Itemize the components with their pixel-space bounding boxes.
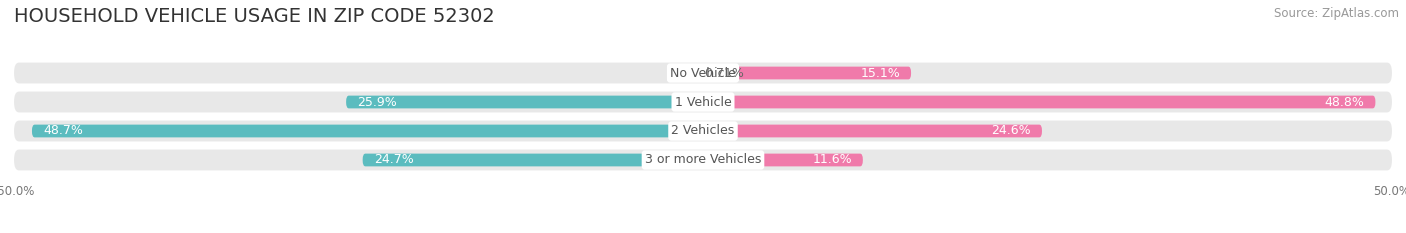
- Text: 11.6%: 11.6%: [813, 154, 852, 167]
- FancyBboxPatch shape: [14, 120, 1392, 141]
- Text: Source: ZipAtlas.com: Source: ZipAtlas.com: [1274, 7, 1399, 20]
- FancyBboxPatch shape: [703, 125, 1042, 137]
- Text: 24.7%: 24.7%: [374, 154, 413, 167]
- Text: 15.1%: 15.1%: [860, 66, 900, 79]
- FancyBboxPatch shape: [14, 150, 1392, 170]
- FancyBboxPatch shape: [32, 125, 703, 137]
- Text: 1 Vehicle: 1 Vehicle: [675, 96, 731, 109]
- Text: 3 or more Vehicles: 3 or more Vehicles: [645, 154, 761, 167]
- FancyBboxPatch shape: [703, 154, 863, 166]
- Text: 2 Vehicles: 2 Vehicles: [672, 124, 734, 137]
- FancyBboxPatch shape: [703, 67, 911, 79]
- FancyBboxPatch shape: [14, 63, 1392, 83]
- Text: 0.71%: 0.71%: [704, 66, 744, 79]
- FancyBboxPatch shape: [703, 96, 1375, 108]
- Text: 24.6%: 24.6%: [991, 124, 1031, 137]
- Text: 48.8%: 48.8%: [1324, 96, 1364, 109]
- FancyBboxPatch shape: [363, 154, 703, 166]
- Text: No Vehicle: No Vehicle: [671, 66, 735, 79]
- Text: 48.7%: 48.7%: [44, 124, 83, 137]
- FancyBboxPatch shape: [14, 92, 1392, 113]
- Text: HOUSEHOLD VEHICLE USAGE IN ZIP CODE 52302: HOUSEHOLD VEHICLE USAGE IN ZIP CODE 5230…: [14, 7, 495, 26]
- Text: 25.9%: 25.9%: [357, 96, 396, 109]
- FancyBboxPatch shape: [346, 96, 703, 108]
- FancyBboxPatch shape: [693, 67, 703, 79]
